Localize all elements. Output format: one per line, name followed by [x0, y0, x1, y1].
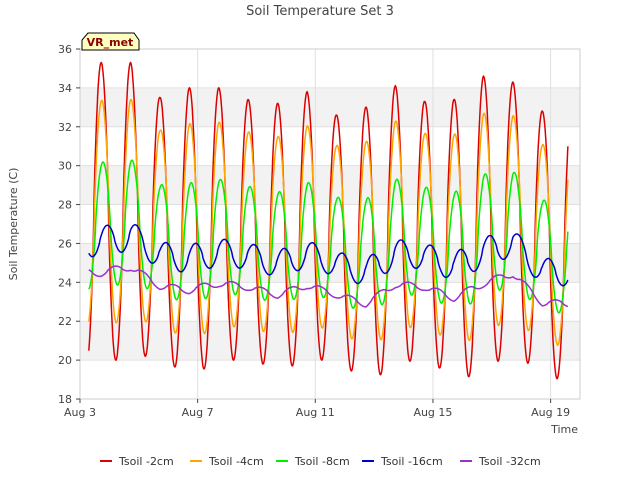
y-tick-label: 28 — [58, 199, 72, 212]
x-axis-ticks: Aug 3 Aug 7 Aug 11 Aug 15 Aug 19 — [64, 399, 570, 419]
x-tick-label: Aug 15 — [413, 406, 452, 419]
legend-label: Tsoil -32cm — [478, 455, 541, 468]
series-line — [88, 98, 569, 347]
site-label: VR_met — [87, 36, 134, 49]
legend-label: Tsoil -2cm — [118, 455, 174, 468]
legend-label: Tsoil -8cm — [294, 455, 350, 468]
plot-band — [80, 321, 580, 361]
y-tick-label: 18 — [58, 393, 72, 406]
x-tick-label: Aug 19 — [531, 406, 570, 419]
y-axis-ticks: 18 20 22 24 26 28 30 32 34 36 — [58, 43, 80, 406]
series-layer — [88, 61, 569, 380]
y-axis-label: Soil Temperature (C) — [7, 168, 20, 281]
y-tick-label: 24 — [58, 276, 72, 289]
legend: Tsoil -2cm Tsoil -4cm Tsoil -8cm Tsoil -16c… — [100, 455, 541, 468]
y-tick-label: 22 — [58, 315, 72, 328]
plot-frame — [79, 48, 581, 400]
x-tick-label: Aug 11 — [296, 406, 335, 419]
y-tick-label: 32 — [58, 121, 72, 134]
x-tick-label: Aug 7 — [182, 406, 214, 419]
site-label-box: VR_met — [81, 32, 140, 51]
x-axis-label: Time — [550, 423, 578, 436]
series-line — [88, 159, 569, 314]
y-tick-label: 26 — [58, 237, 72, 250]
series-line — [88, 265, 569, 308]
site-label-shape — [81, 32, 140, 51]
chart-title: Soil Temperature Set 3 — [246, 4, 394, 19]
y-tick-label: 34 — [58, 82, 72, 95]
series-line — [88, 224, 569, 287]
plot-band — [80, 87, 580, 127]
legend-label: Tsoil -4cm — [208, 455, 264, 468]
y-tick-label: 30 — [58, 160, 72, 173]
y-tick-label: 20 — [58, 354, 72, 367]
x-tick-label: Aug 3 — [64, 406, 96, 419]
y-tick-label: 36 — [58, 43, 72, 56]
legend-label: Tsoil -16cm — [380, 455, 443, 468]
